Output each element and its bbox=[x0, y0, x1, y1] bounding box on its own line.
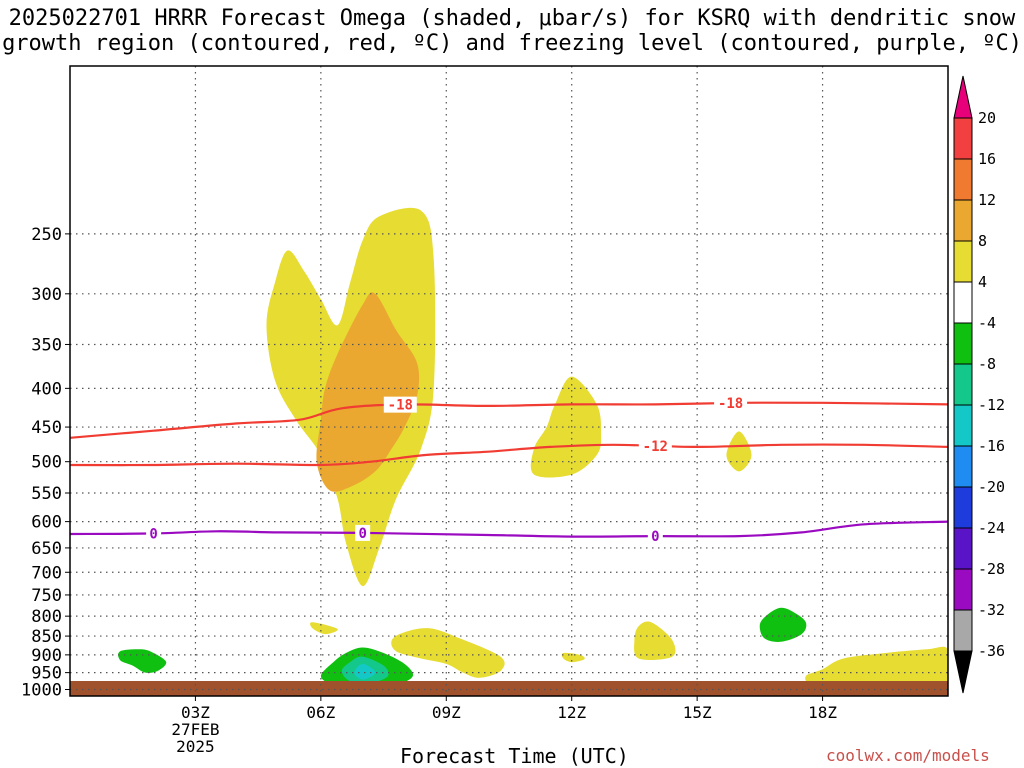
contour-label-bg bbox=[383, 396, 417, 413]
y-tick-label-600: 600 bbox=[31, 513, 62, 533]
colorbar-label-2: 12 bbox=[978, 191, 996, 209]
y-tick-label-950: 950 bbox=[31, 664, 62, 684]
colorbar-top-arrow bbox=[953, 75, 973, 119]
contour-label--12: -12 bbox=[643, 439, 668, 455]
contour-label-bg bbox=[355, 524, 371, 541]
x-tick-label-06Z: 06Z bbox=[306, 703, 335, 722]
contour-lines: -18 -18 -12 0 0 0 bbox=[70, 394, 948, 545]
chart-title-line2: growth region (contoured, red, ºC) and f… bbox=[2, 31, 1022, 56]
contour-label-bg bbox=[146, 525, 162, 542]
colorbar-swatch-2 bbox=[953, 199, 973, 242]
colorbar-swatch-11 bbox=[953, 568, 973, 611]
colorbar-label-0: 20 bbox=[978, 109, 996, 127]
colorbar-label-12: -32 bbox=[978, 601, 1005, 619]
x-tick-sublabel-0: 27FEB bbox=[171, 720, 219, 739]
colorbar-swatch-9 bbox=[953, 486, 973, 529]
y-tick-label-800: 800 bbox=[31, 607, 62, 627]
colorbar-swatch-4 bbox=[953, 281, 973, 324]
omega-area-1 bbox=[316, 292, 420, 492]
ground-strip bbox=[70, 681, 948, 696]
y-tick-label-750: 750 bbox=[31, 586, 62, 606]
y-tick-label-650: 650 bbox=[31, 539, 62, 559]
colorbar-label-9: -20 bbox=[978, 478, 1005, 496]
colorbar-label-8: -16 bbox=[978, 437, 1005, 455]
contour-label--18: -18 bbox=[718, 396, 743, 412]
colorbar-label-1: 16 bbox=[978, 150, 996, 168]
x-tick-label-12Z: 12Z bbox=[557, 703, 586, 722]
omega-area-4 bbox=[310, 622, 338, 635]
x-axis-label: Forecast Time (UTC) bbox=[400, 744, 629, 768]
contour-line--18 bbox=[70, 401, 948, 439]
colorbar-label-7: -12 bbox=[978, 396, 1005, 414]
y-axis: 2503003504004505005506006507007508008509… bbox=[21, 225, 70, 700]
contour-label--18: -18 bbox=[388, 398, 413, 414]
colorbar: 20 16 12 8 4 -4 -8 -12 -16 -20 -24 -28 -32 -36 bbox=[953, 75, 1005, 694]
colorbar-swatch-0 bbox=[953, 117, 973, 160]
colorbar-swatch-10 bbox=[953, 527, 973, 570]
colorbar-swatch-8 bbox=[953, 445, 973, 488]
colorbar-swatch-5 bbox=[953, 322, 973, 365]
contour-label-bg bbox=[647, 528, 663, 545]
contour-label-bg bbox=[638, 437, 672, 454]
contour-line--12 bbox=[70, 443, 948, 467]
y-tick-label-450: 450 bbox=[31, 418, 62, 438]
x-tick-label-15Z: 15Z bbox=[683, 703, 712, 722]
gridlines bbox=[70, 66, 948, 696]
contour-line-0 bbox=[70, 520, 948, 538]
contour-label-bg bbox=[714, 394, 748, 411]
omega-area-13 bbox=[759, 607, 807, 642]
y-tick-label-400: 400 bbox=[31, 379, 62, 399]
y-tick-label-1000: 1000 bbox=[21, 680, 62, 700]
contour-label-0: 0 bbox=[651, 529, 659, 545]
chart-title: 2025022701 HRRR Forecast Omega (shaded, … bbox=[0, 6, 1024, 56]
colorbar-swatch-6 bbox=[953, 363, 973, 406]
omega-area-12 bbox=[354, 663, 376, 680]
y-tick-label-900: 900 bbox=[31, 646, 62, 666]
colorbar-label-3: 8 bbox=[978, 232, 987, 250]
colorbar-swatch-7 bbox=[953, 404, 973, 447]
y-tick-label-850: 850 bbox=[31, 627, 62, 647]
y-tick-label-700: 700 bbox=[31, 563, 62, 583]
colorbar-label-13: -36 bbox=[978, 642, 1005, 660]
y-tick-label-350: 350 bbox=[31, 335, 62, 355]
contour-label-0: 0 bbox=[358, 526, 366, 542]
y-tick-label-500: 500 bbox=[31, 453, 62, 473]
omega-area-9 bbox=[118, 649, 167, 673]
chart-title-line1: 2025022701 HRRR Forecast Omega (shaded, … bbox=[8, 6, 1016, 31]
colorbar-bottom-arrow bbox=[953, 650, 973, 694]
omega-area-5 bbox=[391, 628, 505, 678]
x-tick-label-03Z: 03Z bbox=[181, 703, 210, 722]
omega-area-7 bbox=[634, 621, 676, 660]
colorbar-swatch-12 bbox=[953, 609, 973, 652]
plot-frame bbox=[69, 65, 949, 697]
omega-area-6 bbox=[561, 652, 585, 663]
x-tick-sublabel-1: 2025 bbox=[176, 737, 215, 756]
y-tick-label-250: 250 bbox=[31, 225, 62, 245]
credit-text: coolwx.com/models bbox=[826, 746, 990, 765]
colorbar-swatch-3 bbox=[953, 240, 973, 283]
contour-label-0: 0 bbox=[149, 526, 157, 542]
y-tick-label-550: 550 bbox=[31, 484, 62, 504]
x-tick-label-18Z: 18Z bbox=[808, 703, 837, 722]
colorbar-label-10: -24 bbox=[978, 519, 1005, 537]
colorbar-swatch-1 bbox=[953, 158, 973, 201]
omega-shading bbox=[118, 207, 948, 687]
x-tick-label-09Z: 09Z bbox=[432, 703, 461, 722]
colorbar-label-4: 4 bbox=[978, 273, 987, 291]
omega-area-8 bbox=[805, 646, 948, 685]
colorbar-label-11: -28 bbox=[978, 560, 1005, 578]
colorbar-label-6: -8 bbox=[978, 355, 996, 373]
colorbar-label-5: -4 bbox=[978, 314, 996, 332]
y-tick-label-300: 300 bbox=[31, 285, 62, 305]
omega-area-3 bbox=[726, 431, 752, 472]
omega-area-2 bbox=[530, 376, 602, 478]
